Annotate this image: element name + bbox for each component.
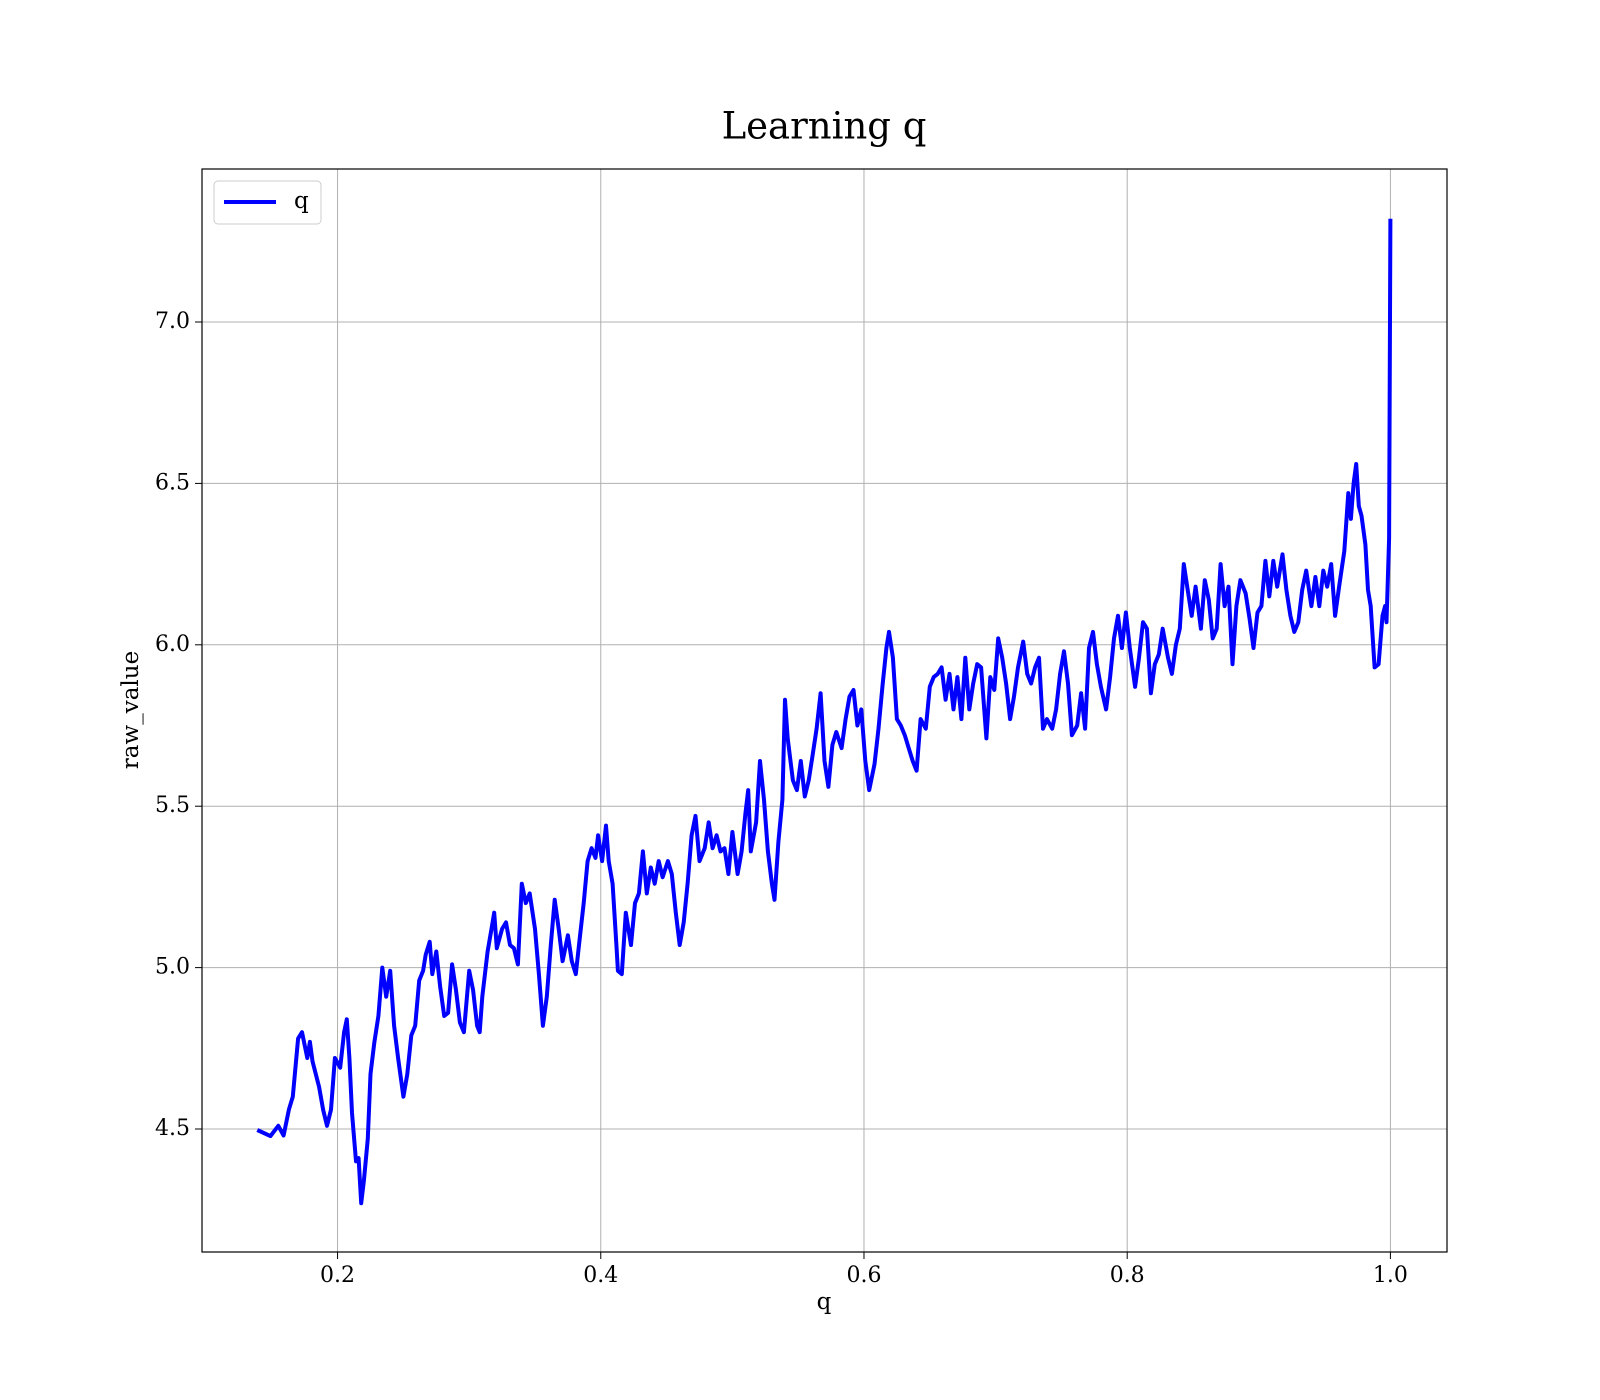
y-tick-label: 5.0 — [155, 955, 190, 980]
x-tick-label: 0.2 — [320, 1263, 355, 1288]
y-tick-label: 7.0 — [155, 309, 190, 334]
x-axis-label: q — [817, 1289, 832, 1315]
x-tick-label: 0.4 — [583, 1263, 618, 1288]
data-line — [256, 218, 1393, 1206]
y-tick-label: 5.5 — [155, 793, 190, 818]
x-tick-label: 0.8 — [1110, 1263, 1145, 1288]
chart-title: Learning q — [722, 105, 927, 148]
x-tick-label: 0.6 — [846, 1263, 881, 1288]
y-tick-label: 4.5 — [155, 1116, 190, 1141]
legend-label: q — [294, 188, 309, 214]
y-tick-label: 6.0 — [155, 632, 190, 657]
plot-frame — [201, 168, 1448, 1253]
y-tick-label: 6.5 — [155, 470, 190, 495]
y-axis-label: raw_value — [118, 651, 144, 769]
x-tick-label: 1.0 — [1373, 1263, 1408, 1288]
